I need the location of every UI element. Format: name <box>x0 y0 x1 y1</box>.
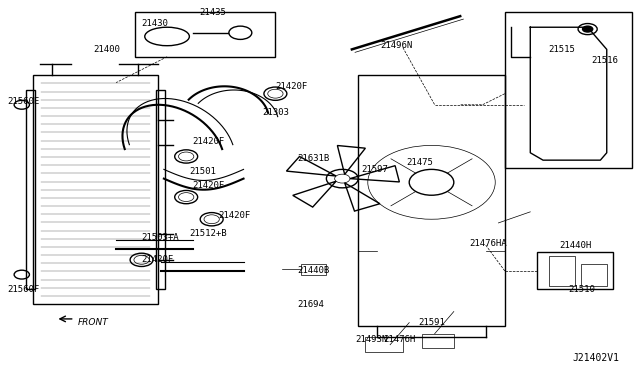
Bar <box>135 13 275 57</box>
Text: 21560F: 21560F <box>8 285 40 294</box>
Text: 21440H: 21440H <box>559 241 591 250</box>
Text: 21440B: 21440B <box>298 266 330 275</box>
Text: 21597: 21597 <box>362 165 388 174</box>
Text: 21501: 21501 <box>189 167 216 176</box>
Circle shape <box>582 26 593 32</box>
Text: 21430: 21430 <box>141 19 168 28</box>
Text: 21420F: 21420F <box>218 211 250 220</box>
Text: 21476H: 21476H <box>384 335 416 344</box>
Bar <box>365 337 403 352</box>
Text: 21420F: 21420F <box>141 255 174 264</box>
Text: 21512+B: 21512+B <box>189 230 227 238</box>
Text: 21303: 21303 <box>262 108 289 117</box>
Text: J21402V1: J21402V1 <box>573 353 620 363</box>
Text: 21631B: 21631B <box>298 154 330 163</box>
Text: 21516: 21516 <box>591 56 618 65</box>
Text: 21400: 21400 <box>94 45 121 54</box>
Bar <box>549 256 575 286</box>
Bar <box>537 253 613 289</box>
Bar <box>301 263 326 275</box>
Bar <box>33 75 157 304</box>
Text: 21496N: 21496N <box>381 41 413 50</box>
Text: 21503+A: 21503+A <box>141 233 179 242</box>
Text: 21420F: 21420F <box>193 182 225 190</box>
Text: 21475: 21475 <box>406 157 433 167</box>
Text: 21420F: 21420F <box>275 82 308 91</box>
Bar <box>422 334 454 349</box>
Text: 21515: 21515 <box>548 45 575 54</box>
Text: 21560E: 21560E <box>8 97 40 106</box>
Bar <box>26 90 35 289</box>
Text: 21493N: 21493N <box>355 335 387 344</box>
Text: FRONT: FRONT <box>78 318 109 327</box>
Bar <box>156 90 165 289</box>
Text: 21510: 21510 <box>568 285 595 294</box>
Text: 21694: 21694 <box>298 300 324 309</box>
Text: 21435: 21435 <box>199 8 226 17</box>
Text: 21420F: 21420F <box>193 137 225 146</box>
Bar <box>581 263 607 286</box>
Bar <box>358 75 505 326</box>
Text: 21476HA: 21476HA <box>470 239 508 248</box>
Bar <box>505 13 632 167</box>
Text: 21591: 21591 <box>419 318 445 327</box>
